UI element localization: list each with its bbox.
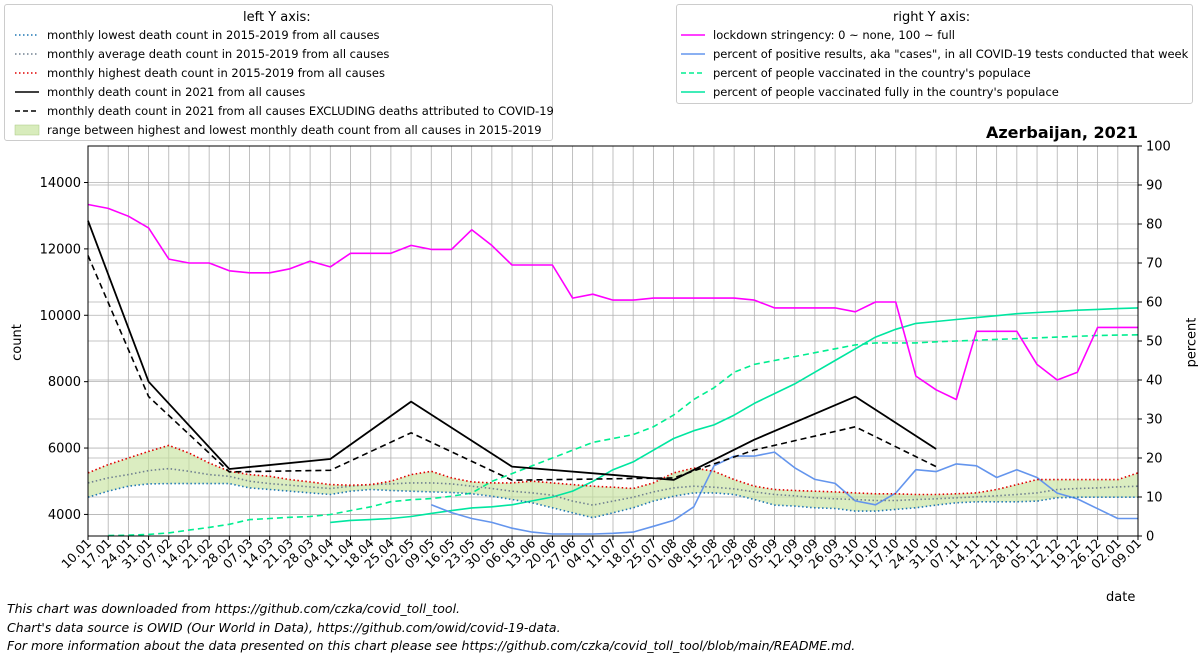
range-fill-area	[88, 445, 1138, 518]
left-legend: left Y axis: monthly lowest death count …	[4, 4, 554, 141]
y-tick-label-right: 10	[1146, 491, 1163, 506]
y-tick-label-right: 100	[1146, 140, 1171, 155]
footnote-source-tool: This chart was downloaded from https://g…	[7, 601, 461, 616]
series-positive-rate-line	[431, 451, 1138, 535]
left-legend-title: left Y axis:	[243, 10, 311, 25]
series-vaccinated-line	[108, 334, 1139, 537]
y-tick-label-left: 4000	[48, 508, 81, 523]
right-legend: right Y axis: lockdown stringency: 0 ~ n…	[676, 4, 1193, 104]
series-lowest-line	[87, 482, 1138, 519]
y-tick-label-right: 50	[1146, 335, 1163, 350]
y-tick-label-right: 30	[1146, 413, 1163, 428]
y-tick-label-right: 20	[1146, 452, 1163, 467]
footnote-data-source: Chart's data source is OWID (Our World i…	[7, 620, 561, 635]
y-tick-label-left: 10000	[40, 309, 81, 324]
footnote-readme: For more information about the data pres…	[7, 638, 856, 653]
y-tick-label-right: 60	[1146, 296, 1163, 311]
series-2021-line	[87, 220, 937, 481]
chart-title: Azerbaijan, 2021	[985, 123, 1138, 142]
y-tick-label-left: 8000	[48, 375, 81, 390]
y-tick-label-left: 14000	[40, 176, 81, 191]
series-stringency-line	[87, 203, 1138, 401]
y-tick-label-left: 6000	[48, 442, 81, 457]
y-tick-label-right: 90	[1146, 179, 1163, 194]
series-2021-excl-covid-line	[87, 255, 937, 482]
y-tick-label-right: 40	[1146, 374, 1163, 389]
right-legend-title: right Y axis:	[893, 10, 971, 25]
x-axis-label: date	[1106, 590, 1136, 605]
y-tick-label-right: 80	[1146, 218, 1163, 233]
series-fully-vaccinated-line	[330, 307, 1139, 524]
y-axis-left-label: count	[9, 324, 25, 361]
y-axis-right-label: percent	[1184, 317, 1198, 368]
series-highest-line	[87, 444, 1139, 496]
y-tick-label-left: 12000	[40, 242, 81, 257]
y-tick-label-right: 70	[1146, 257, 1163, 272]
y-tick-label-right: 0	[1146, 530, 1154, 545]
